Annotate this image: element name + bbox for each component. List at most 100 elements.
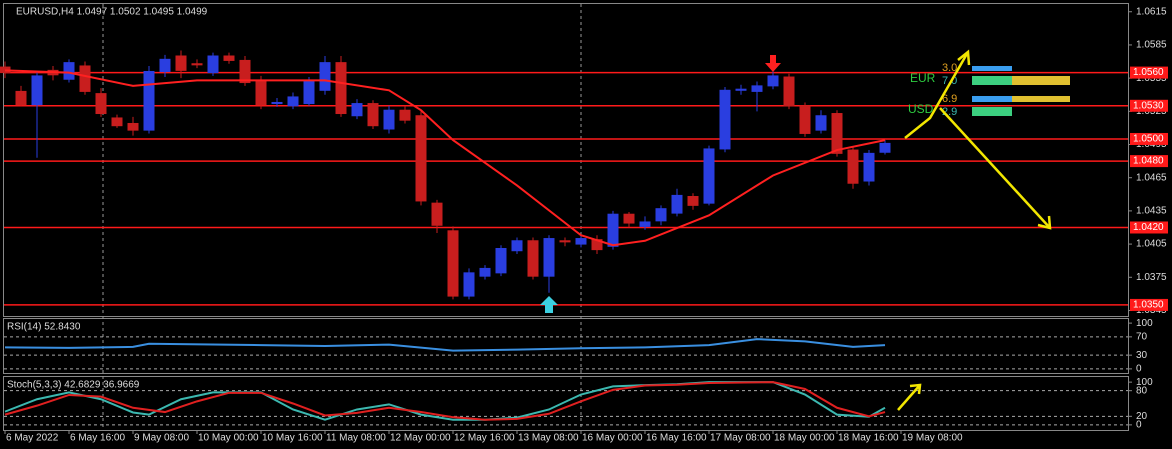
x-tick-label: 6 May 2022	[6, 433, 59, 444]
rsi-title: RSI(14) 52.8430	[7, 322, 81, 333]
y-tick-label: 1.0465	[1136, 172, 1167, 183]
candle-body	[863, 152, 875, 182]
y-tick-label: 1.0585	[1136, 40, 1167, 51]
candle-body	[575, 238, 587, 245]
candle-body	[559, 240, 571, 243]
candle-body	[783, 76, 795, 107]
arrow	[939, 107, 1051, 229]
candle-body	[735, 88, 747, 91]
level-label-box	[1130, 132, 1168, 145]
candle-body	[223, 55, 235, 61]
arrow	[904, 51, 970, 139]
y-tick-label: 80	[1136, 385, 1148, 396]
x-tick-label: 18 May 16:00	[838, 433, 899, 444]
candle-body	[79, 65, 91, 92]
candle-body	[767, 75, 779, 87]
y-tick-label: 100	[1136, 318, 1153, 329]
candle-body	[271, 101, 283, 105]
stoch-title: Stoch(5,3,3) 42.6829 36.9669	[7, 380, 140, 391]
level-label: 1.0500	[1133, 134, 1164, 145]
sell-arrow	[765, 55, 781, 72]
candle-body	[527, 240, 539, 277]
x-tick-label: 17 May 08:00	[710, 433, 771, 444]
arrow-head	[1037, 215, 1052, 230]
level-label-box	[1130, 298, 1168, 311]
candle-body	[319, 62, 331, 91]
x-tick-label: 6 May 16:00	[70, 433, 125, 444]
candle-body	[479, 267, 491, 277]
candle-body	[127, 122, 139, 131]
rsi-panel	[3, 318, 1129, 374]
candle-body	[303, 79, 315, 105]
x-tick-label: 18 May 00:00	[774, 433, 835, 444]
x-tick-label: 11 May 08:00	[326, 433, 386, 444]
candle-body	[847, 149, 859, 184]
strength-bar	[972, 107, 1012, 116]
level-label-box	[1130, 99, 1168, 112]
x-tick-label: 13 May 08:00	[518, 433, 579, 444]
candle-body	[143, 70, 155, 131]
x-tick-label: 12 May 00:00	[390, 433, 451, 444]
x-tick-label: 12 May 16:00	[454, 433, 515, 444]
level-label: 1.0480	[1133, 156, 1164, 167]
candle-body	[111, 117, 123, 127]
y-tick-label: 20	[1136, 411, 1148, 422]
y-tick-label: 0	[1136, 364, 1142, 375]
candle-body	[543, 238, 555, 277]
y-tick-label: 100	[1136, 377, 1153, 388]
candle-body	[367, 103, 379, 127]
x-tick-label: 10 May 16:00	[262, 433, 323, 444]
strength-value: 6.9	[942, 93, 957, 105]
arrow-head	[909, 383, 922, 395]
candle-body	[335, 62, 347, 115]
strength-bar	[972, 66, 1012, 71]
candle-body	[799, 105, 811, 134]
level-label-box	[1130, 221, 1168, 234]
candle-body	[351, 103, 363, 117]
strength-bar	[972, 76, 1012, 85]
indicator-line	[4, 338, 886, 352]
strength-value: 3.0	[942, 62, 957, 74]
y-tick-label: 70	[1136, 331, 1148, 342]
candle-body	[463, 272, 475, 297]
arrow	[897, 384, 921, 411]
chart-title: EURUSD,H4 1.0497 1.0502 1.0495 1.0499	[16, 7, 208, 18]
candle-body	[63, 62, 75, 80]
candle-body	[607, 213, 619, 247]
y-tick-label: 1.0615	[1136, 6, 1167, 17]
candle-body	[31, 75, 43, 106]
candle-body	[623, 213, 635, 224]
candle-body	[383, 109, 395, 130]
candle-body	[95, 93, 107, 115]
x-tick-label: 10 May 00:00	[198, 433, 259, 444]
candle-body	[447, 230, 459, 297]
arrow-head	[957, 49, 971, 66]
y-tick-label: 1.0375	[1136, 272, 1167, 283]
candle-body	[175, 55, 187, 71]
strength-bar	[972, 76, 1070, 85]
candle-body	[815, 115, 827, 131]
y-tick-label: 0	[1136, 420, 1142, 431]
candle-body	[671, 194, 683, 214]
candle-body	[287, 96, 299, 107]
candle-body	[655, 208, 667, 222]
candle-body	[703, 148, 715, 204]
level-label: 1.0560	[1133, 67, 1164, 78]
level-label-box	[1130, 155, 1168, 168]
buy-arrow	[540, 296, 558, 313]
level-label: 1.0350	[1133, 300, 1164, 311]
forecast-arrows	[897, 49, 1052, 411]
x-tick-label: 9 May 08:00	[134, 433, 189, 444]
x-tick-label: 16 May 00:00	[582, 433, 643, 444]
candle-body	[719, 89, 731, 150]
strength-bar	[972, 96, 1012, 102]
level-label-box	[1130, 66, 1168, 79]
candle-body	[399, 109, 411, 121]
candle-body	[255, 80, 267, 106]
candle-body	[415, 115, 427, 202]
candle-body	[687, 196, 699, 206]
candle-body	[831, 113, 843, 154]
strength-widget: EUR 3.0 7.0 USD 6.9 2.9	[908, 62, 1070, 118]
